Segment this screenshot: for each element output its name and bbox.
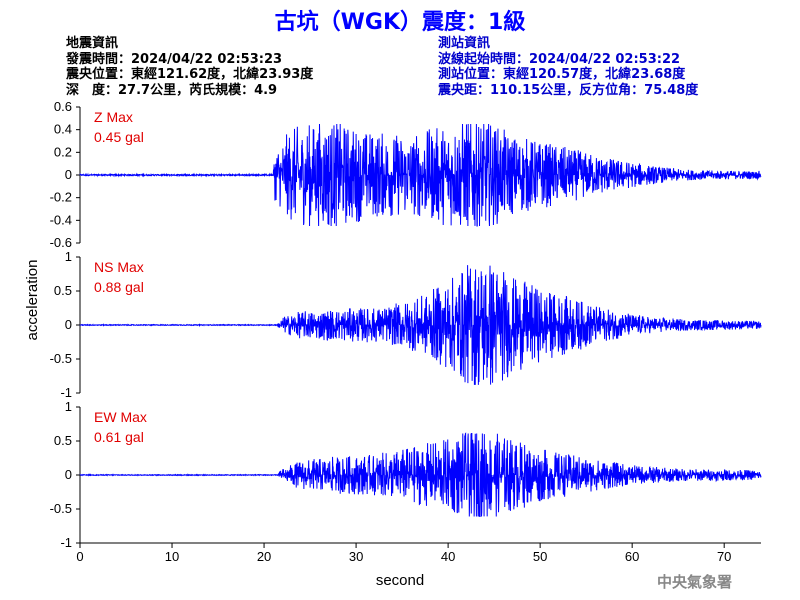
waveform-ns	[79, 265, 762, 385]
station-info: 測站資訊 波線起始時間：2024/04/22 02:53:22 測站位置：東經1…	[438, 36, 698, 98]
earthquake-info-heading: 地震資訊	[66, 36, 119, 51]
epicenter-location: 震央位置：東經121.62度，北緯23.93度	[66, 67, 314, 82]
station-info-heading: 測站資訊	[438, 36, 491, 51]
y-tick-label: -0.6	[50, 235, 72, 250]
y-tick-label: -1	[60, 535, 72, 550]
x-tick-label: 70	[717, 549, 731, 564]
agency-footer: 中央氣象署	[657, 573, 733, 591]
y-tick-label: 0	[65, 317, 72, 332]
y-tick-label: -0.5	[50, 501, 72, 516]
x-tick-label: 60	[625, 549, 639, 564]
waveform-start-time: 波線起始時間：2024/04/22 02:53:22	[438, 51, 681, 67]
y-tick-label: -0.4	[50, 212, 72, 227]
x-tick-label: 20	[257, 549, 271, 564]
depth-magnitude: 深 度：27.7公里，芮氏規模：4.9	[66, 82, 278, 98]
y-tick-label: -0.5	[50, 351, 72, 366]
waveform-ew	[79, 432, 762, 517]
y-axis-title: acceleration	[24, 260, 41, 341]
x-axis-title: second	[376, 572, 424, 589]
chart-title: 古坑（WGK）震度：1級	[274, 10, 526, 35]
y-tick-label: 1	[65, 399, 72, 414]
x-tick-label: 40	[441, 549, 455, 564]
station-location: 測站位置：東經120.57度，北緯23.68度	[438, 67, 686, 82]
x-tick-label: 10	[165, 549, 179, 564]
origin-time: 發震時間：2024/04/22 02:53:23	[66, 51, 283, 67]
component-label: EW Max	[94, 409, 147, 425]
y-tick-label: 0.5	[54, 283, 72, 298]
y-tick-label: 0.6	[54, 99, 72, 114]
x-tick-label: 30	[349, 549, 363, 564]
y-tick-label: 0	[65, 467, 72, 482]
component-max-value: 0.88 gal	[94, 279, 144, 295]
y-tick-label: 0	[65, 167, 72, 182]
y-tick-label: 0.2	[54, 144, 72, 159]
component-max-value: 0.45 gal	[94, 129, 144, 145]
waveform-z	[79, 123, 762, 227]
component-label: NS Max	[94, 259, 144, 275]
epicentral-distance: 震央距：110.15公里，反方位角：75.48度	[438, 82, 699, 98]
component-label: Z Max	[94, 109, 133, 125]
component-max-value: 0.61 gal	[94, 429, 144, 445]
x-tick-label: 50	[533, 549, 547, 564]
y-tick-label: -1	[60, 385, 72, 400]
y-tick-label: -0.2	[50, 190, 72, 205]
y-tick-label: 1	[65, 249, 72, 264]
y-tick-label: 0.5	[54, 433, 72, 448]
y-tick-label: 0.4	[54, 122, 72, 137]
earthquake-info: 地震資訊 發震時間：2024/04/22 02:53:23 震央位置：東經121…	[66, 36, 313, 98]
x-tick-label: 0	[76, 549, 83, 564]
